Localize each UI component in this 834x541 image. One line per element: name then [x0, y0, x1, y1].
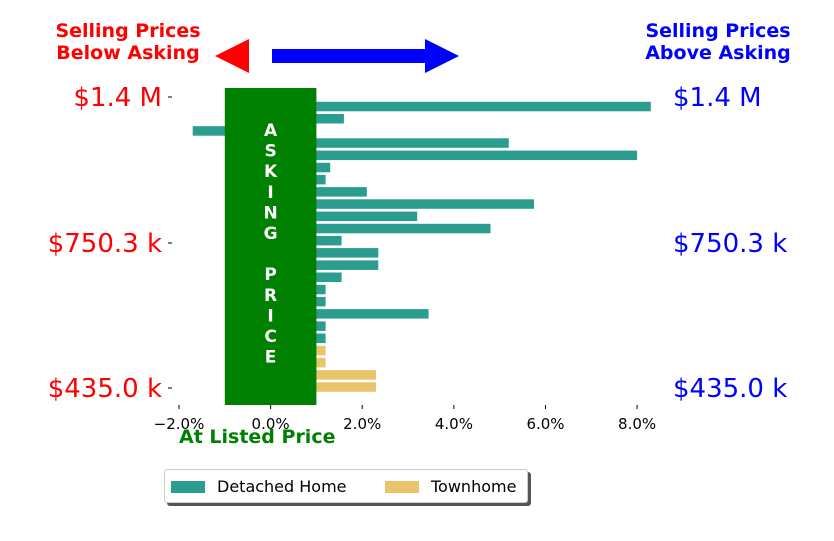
band-letter: A [264, 121, 278, 141]
y-tick-label-left: $1.4 M [73, 83, 162, 113]
right-arrow-shaft [272, 49, 426, 63]
bar-detached [270, 199, 534, 209]
band-letter: I [267, 183, 273, 203]
x-tick-label: 0.0% [252, 415, 290, 433]
x-tick-label: 4.0% [435, 415, 473, 433]
y-tick-label-left: $750.3 k [48, 229, 162, 259]
band-letter: C [264, 327, 276, 347]
band-letter: I [267, 306, 273, 326]
x-tick-label: 6.0% [526, 415, 564, 433]
legend-label-detached: Detached Home [217, 477, 347, 496]
bar-detached [270, 223, 491, 234]
bar-detached [270, 187, 367, 197]
right-arrow-head-icon [425, 39, 459, 73]
bar-detached [270, 101, 651, 112]
band-letter: P [264, 265, 276, 285]
bar-detached [270, 260, 379, 270]
band-letter: K [264, 162, 278, 182]
legend-swatch-detached [171, 480, 205, 493]
band-letter: R [264, 286, 277, 306]
y-tick-label-right: $1.4 M [673, 83, 762, 113]
x-tick-label: 8.0% [618, 415, 656, 433]
legend-item-townhome: Townhome [385, 477, 516, 496]
bar-detached [270, 211, 418, 222]
band-letter: S [264, 142, 276, 162]
y-tick-label-right: $750.3 k [673, 229, 787, 259]
bar-townhome [270, 370, 376, 380]
bar-detached [270, 309, 429, 319]
x-tick-label: −2.0% [154, 415, 205, 433]
asking-price-band [224, 88, 317, 405]
legend-swatch-townhome [385, 480, 419, 493]
left-arrow-icon [215, 39, 249, 73]
bar-detached [270, 138, 509, 148]
y-tick-label-right: $435.0 k [673, 374, 787, 404]
band-letter: N [263, 203, 277, 223]
x-tick-label: 2.0% [343, 415, 381, 433]
x-axis-caption: At Listed Price [179, 426, 336, 448]
bar-detached [270, 248, 379, 258]
legend-item-detached: Detached Home [171, 477, 347, 496]
y-tick-label-left: $435.0 k [48, 374, 162, 404]
band-letter: E [265, 348, 277, 368]
bar-detached [270, 150, 638, 161]
legend-label-townhome: Townhome [431, 477, 517, 496]
band-letter: G [264, 224, 278, 244]
bar-townhome [270, 382, 376, 392]
below-asking-label: Selling Prices Below Asking [55, 20, 201, 64]
above-asking-label: Selling Prices Above Asking [645, 20, 791, 64]
legend: Detached Home Townhome [164, 469, 528, 503]
